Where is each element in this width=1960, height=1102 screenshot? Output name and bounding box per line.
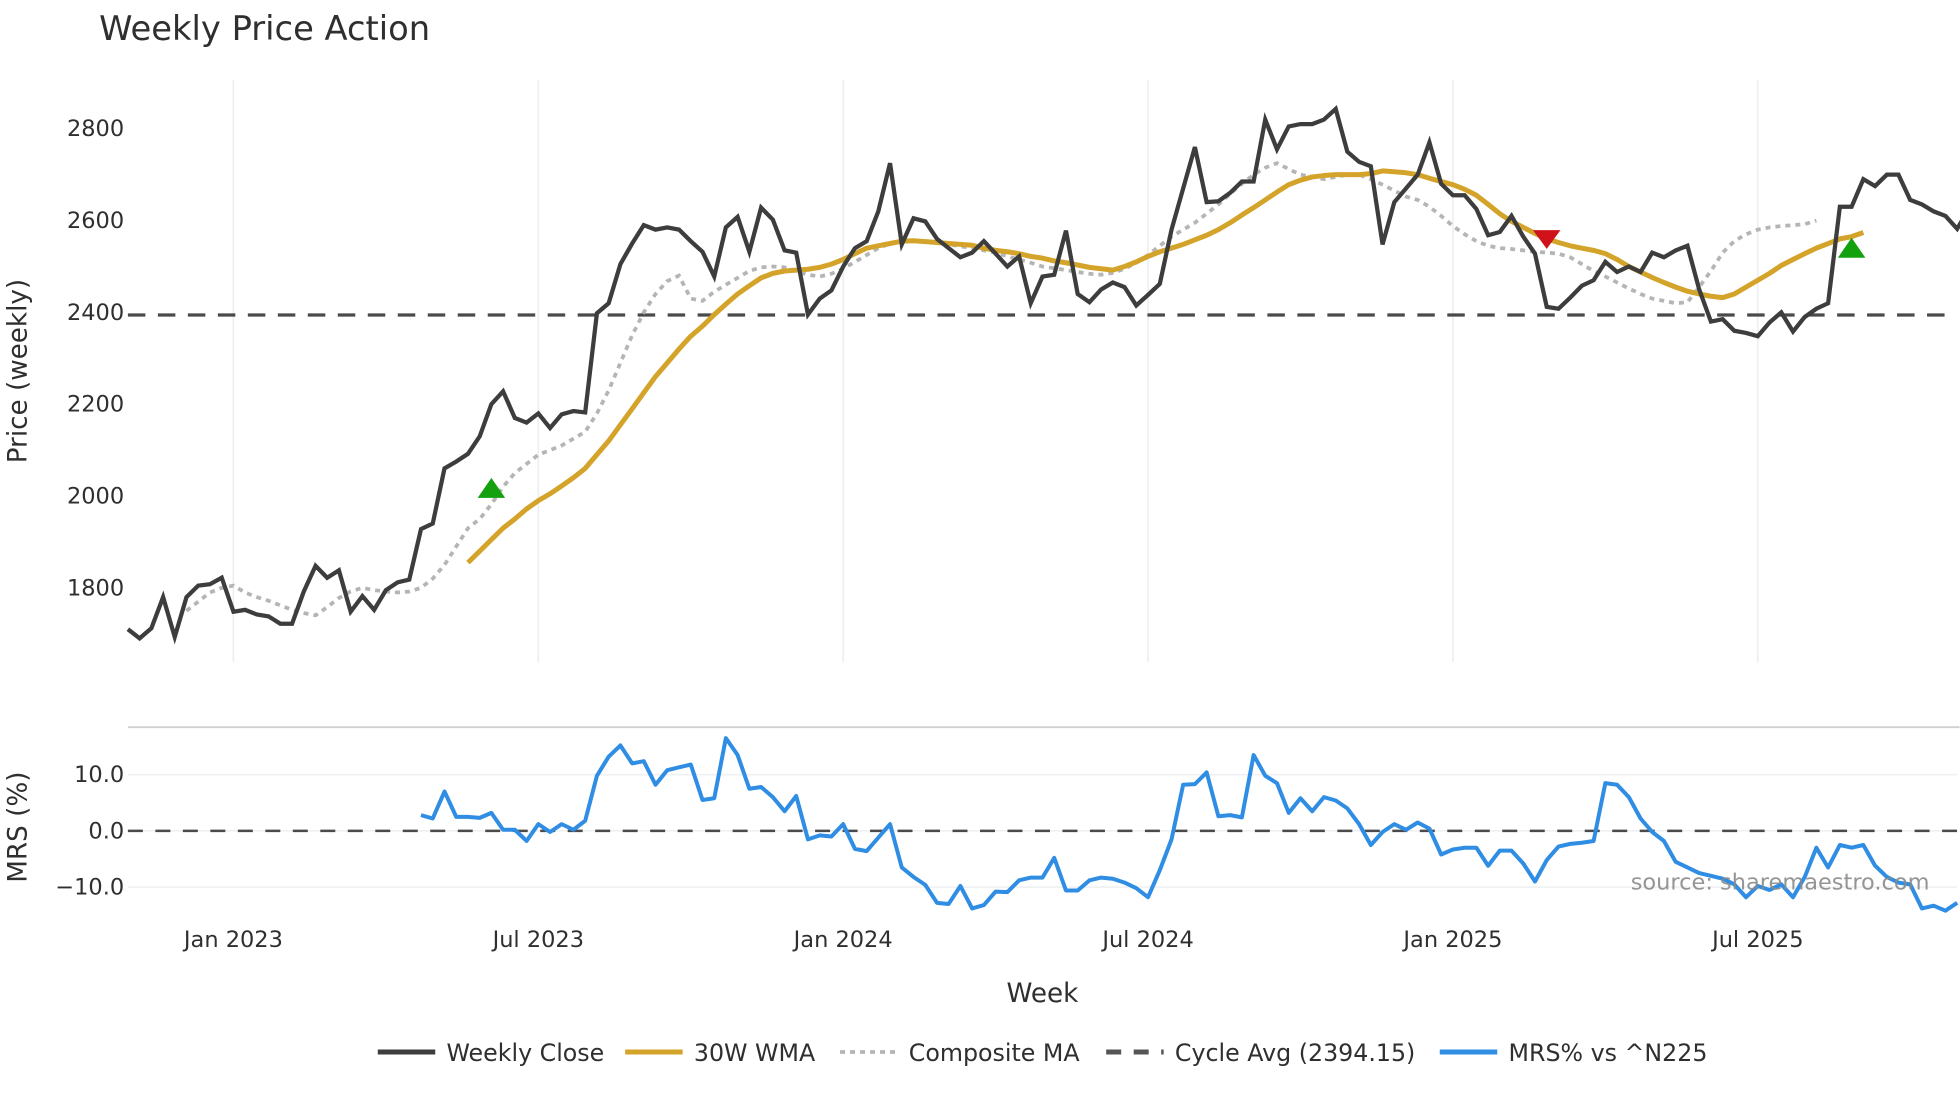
mrs-y-axis: −10.0 0.0 10.0 (55, 762, 124, 900)
legend-label: MRS% vs ^N225 (1509, 1039, 1708, 1067)
weekly-close-line (126, 105, 1960, 645)
mrs-line (420, 736, 1959, 913)
legend-label: Cycle Avg (2394.15) (1175, 1039, 1415, 1067)
buy-signal-icon (1837, 237, 1866, 258)
x-tick-label: Jan 2023 (182, 927, 283, 953)
composite-ma-line (185, 161, 1817, 618)
y-tick-label: 10.0 (74, 762, 124, 788)
x-tick-label: Jan 2025 (1401, 927, 1502, 953)
legend: Weekly Close 30W WMA Composite MA Cycle Avg… (377, 1039, 1708, 1067)
price-y-axis-label: Price (weekly) (4, 279, 34, 463)
mrs-y-axis-label: MRS (%) (4, 772, 34, 883)
legend-label: Composite MA (909, 1039, 1081, 1067)
y-tick-label: 2000 (67, 484, 124, 510)
sell-signal-icon (1532, 230, 1561, 249)
legend-label: 30W WMA (694, 1039, 816, 1067)
source-annotation: source: sharemaestro.com (1631, 870, 1930, 896)
legend-label: Weekly Close (446, 1039, 604, 1067)
x-tick-label: Jul 2023 (491, 927, 584, 953)
x-tick-label: Jul 2024 (1100, 927, 1193, 953)
y-tick-label: 2200 (67, 392, 124, 418)
y-tick-label: 2800 (67, 116, 124, 142)
x-axis-label: Week (1007, 979, 1080, 1009)
y-tick-label: 2400 (67, 300, 124, 326)
price-y-axis: 1800 2000 2200 2400 2600 2800 (67, 116, 124, 601)
y-tick-label: −10.0 (55, 875, 124, 901)
vertical-gridlines (232, 79, 1759, 663)
buy-signal-icon (477, 477, 506, 498)
y-tick-label: 2600 (67, 208, 124, 234)
signal-markers (477, 230, 1866, 498)
x-tick-label: Jul 2025 (1710, 927, 1803, 953)
x-axis-ticks: Jan 2023 Jul 2023 Jan 2024 Jul 2024 Jan 2025… (182, 927, 1804, 953)
x-tick-label: Jan 2024 (792, 927, 893, 953)
y-tick-label: 1800 (67, 575, 124, 601)
chart-title: Weekly Price Action (99, 9, 430, 48)
y-tick-label: 0.0 (88, 818, 124, 844)
